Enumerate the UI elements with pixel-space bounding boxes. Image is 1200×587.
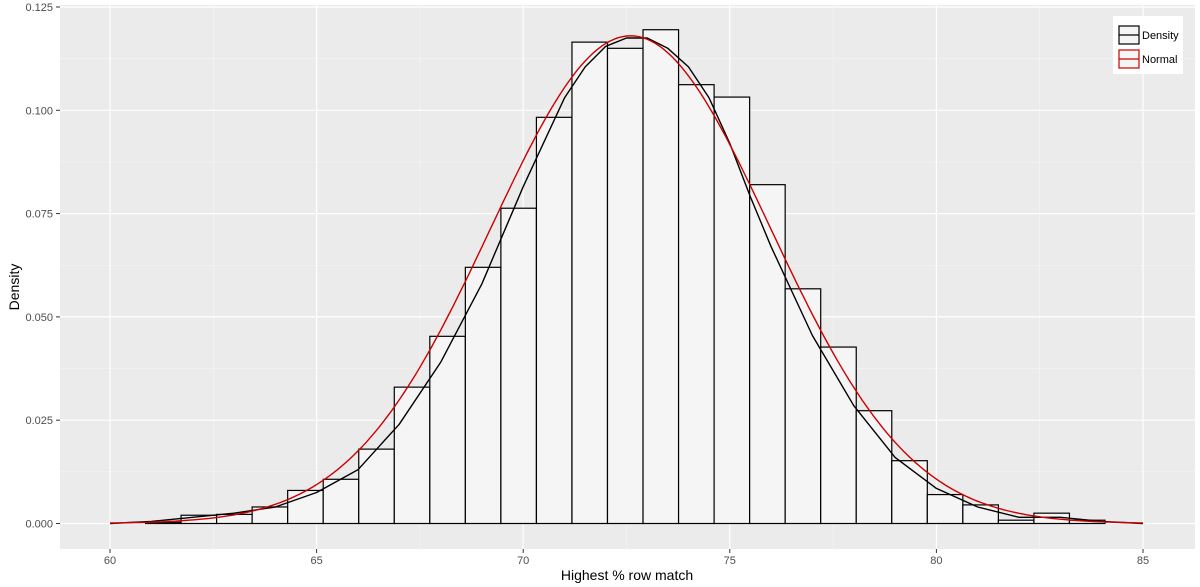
y-tick-label: 0.100 xyxy=(25,105,53,117)
histogram-bar xyxy=(713,96,751,525)
histogram-bar xyxy=(642,29,680,525)
histogram-bar xyxy=(358,448,395,525)
histogram-bar xyxy=(820,346,857,525)
density-curve xyxy=(109,37,1144,525)
x-tick-label: 80 xyxy=(930,555,942,567)
x-tick-label: 85 xyxy=(1137,555,1149,567)
y-axis-title: Density xyxy=(6,264,22,311)
histogram-bar xyxy=(571,41,609,525)
histogram-bar xyxy=(677,84,715,525)
normal-curve xyxy=(110,35,1143,524)
histogram-bar xyxy=(784,288,822,525)
histogram-bar xyxy=(429,335,466,525)
histogram-bar xyxy=(393,386,431,525)
histogram-bar xyxy=(749,184,786,525)
legend: Density Normal xyxy=(1113,16,1183,74)
histogram-bar xyxy=(997,519,1035,525)
histogram-bar xyxy=(500,207,538,525)
histogram-bar xyxy=(606,47,644,525)
histogram-bar xyxy=(287,489,324,525)
x-tick-label: 65 xyxy=(310,555,322,567)
histogram-bar xyxy=(464,266,502,525)
histogram-bar xyxy=(891,460,928,525)
x-axis: 60 65 70 75 80 85 xyxy=(104,549,1149,567)
y-tick-label: 0.000 xyxy=(25,519,53,531)
histogram-bar xyxy=(855,410,893,525)
y-tick-label: 0.025 xyxy=(25,415,53,427)
x-tick-label: 75 xyxy=(724,555,736,567)
legend-label-normal: Normal xyxy=(1142,54,1177,66)
y-tick-label: 0.075 xyxy=(25,209,53,221)
density-curves xyxy=(109,35,1144,525)
y-axis: 0.000 0.025 0.050 0.075 0.100 0.125 xyxy=(25,2,60,531)
histogram-bar xyxy=(322,478,360,525)
x-tick-label: 70 xyxy=(517,555,529,567)
y-tick-label: 0.050 xyxy=(25,312,53,324)
x-axis-title: Highest % row match xyxy=(561,567,693,583)
histogram-bar xyxy=(926,493,964,525)
histogram-bar xyxy=(216,513,253,525)
histogram-bar xyxy=(535,116,573,525)
y-tick-label: 0.125 xyxy=(25,2,53,14)
legend-label-density: Density xyxy=(1142,30,1179,42)
x-tick-label: 60 xyxy=(104,555,116,567)
